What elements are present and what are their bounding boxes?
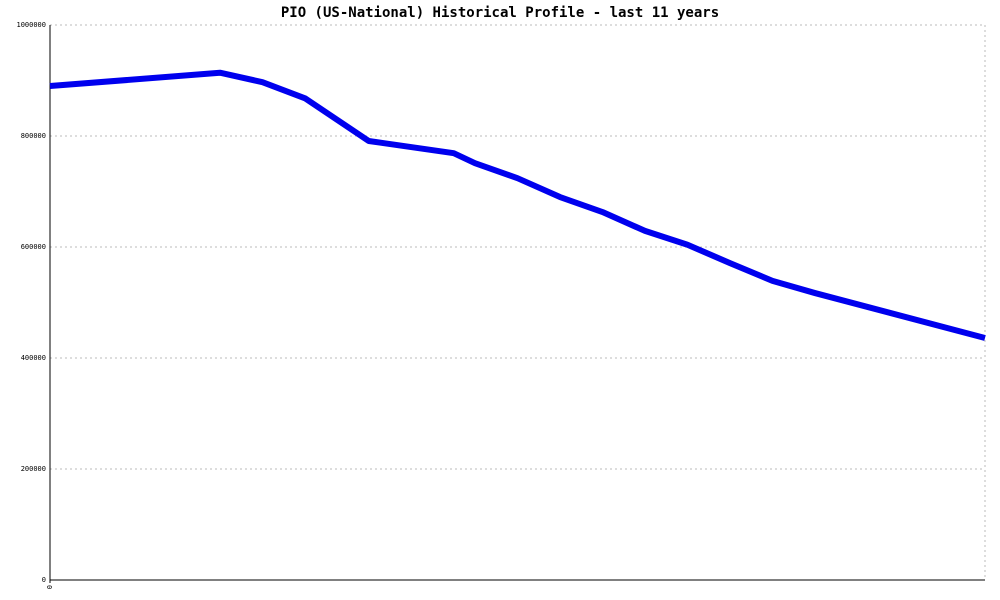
x-tick-label: 0 bbox=[46, 585, 54, 589]
chart-title: PIO (US-National) Historical Profile - l… bbox=[281, 5, 719, 21]
y-tick-label: 400000 bbox=[21, 354, 46, 362]
y-tick-label: 1000000 bbox=[16, 21, 46, 29]
y-tick-label: 800000 bbox=[21, 132, 46, 140]
y-tick-label: 600000 bbox=[21, 243, 46, 251]
data-line bbox=[49, 69, 986, 341]
y-tick-label: 200000 bbox=[21, 465, 46, 473]
y-tick-label: 0 bbox=[42, 576, 46, 584]
